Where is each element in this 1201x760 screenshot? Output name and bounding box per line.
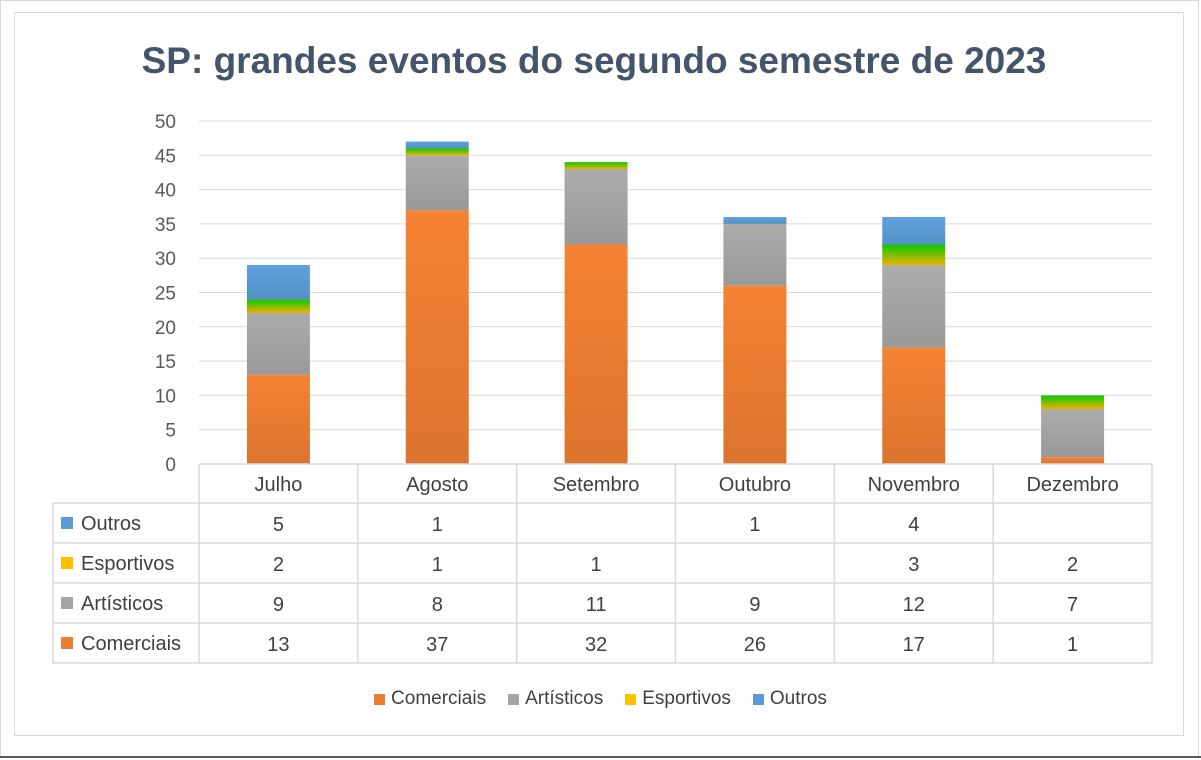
y-tick-label: 25 [155,284,176,305]
chart-area [14,12,1184,736]
data-label: 9 [749,594,760,616]
legend-swatch [625,693,637,705]
y-tick-label: 20 [155,318,176,339]
x-tick-label: Agosto [406,474,468,496]
table-series-label: Artísticos [81,593,163,615]
y-tick-label: 30 [155,249,176,270]
bar-artísticos [882,265,946,348]
data-label: 1 [749,514,760,536]
x-tick-label: Dezembro [1026,474,1118,496]
x-tick-label: Novembro [868,474,960,496]
x-tick-label: Outubro [719,474,791,496]
data-label: 3 [908,554,919,576]
table-legend-swatch [61,557,73,569]
bar-comerciais [882,347,946,464]
chart-title: SP: grandes eventos do segundo semestre … [141,40,1047,81]
bar-comerciais [405,210,469,464]
bar-artísticos [564,169,628,245]
data-label: 13 [267,634,289,656]
data-label: 1 [432,514,443,536]
data-label: 1 [432,554,443,576]
y-tick-label: 45 [155,146,176,167]
data-label: 2 [273,554,284,576]
legend-item: Esportivos [625,688,731,710]
table-legend-swatch [61,517,73,529]
table-series-label: Outros [81,513,141,535]
y-tick-label: 35 [155,215,176,236]
bottom-rule [0,756,1201,758]
bar-outros [723,217,787,224]
data-label: 12 [903,594,925,616]
x-tick-label: Julho [255,474,303,496]
bar-artísticos [723,223,787,286]
legend-swatch [374,693,386,705]
data-label: 26 [744,634,766,656]
bar-esportivos [1041,395,1105,410]
legend-swatch [508,693,520,705]
legend-item: Outros [752,688,827,710]
y-tick-label: 5 [165,421,176,442]
legend-swatch [752,693,764,705]
data-label: 37 [426,634,448,656]
bar-outros [882,217,946,245]
data-label: 4 [908,514,919,536]
legend-label: Artísticos [525,688,604,709]
y-tick-label: 40 [155,181,176,202]
y-tick-label: 15 [155,352,176,373]
data-label: 1 [1067,634,1078,656]
bar-artísticos [405,155,469,211]
table-legend-swatch [61,597,73,609]
legend-item: Comerciais [374,688,486,710]
bar-comerciais [246,374,310,464]
y-tick-label: 50 [155,112,176,133]
data-label: 8 [432,594,443,616]
bar-artísticos [246,313,310,375]
legend: Comerciais Artísticos Esportivos Outros [0,688,1201,710]
y-tick-label: 0 [165,455,176,476]
data-label: 11 [586,594,607,616]
table-series-label: Comerciais [81,633,181,655]
y-tick-label: 10 [155,386,176,407]
table-series-label: Esportivos [81,553,174,575]
data-label: 9 [273,594,284,616]
data-label: 17 [903,634,925,656]
bar-esportivos [882,244,946,266]
bar-outros [246,265,310,300]
bar-esportivos [246,299,310,314]
legend-item: Artísticos [508,688,603,710]
data-label: 7 [1067,594,1078,616]
bar-comerciais [1041,457,1105,464]
data-label: 2 [1067,554,1078,576]
legend-label: Outros [769,688,827,709]
bar-outros [405,141,469,149]
legend-label: Esportivos [642,688,731,709]
bar-comerciais [723,285,787,464]
bar-comerciais [564,244,628,464]
data-label: 1 [591,554,602,576]
bar-esportivos [564,162,628,170]
table-legend-swatch [61,637,73,649]
legend-label: Comerciais [391,688,487,709]
bar-artísticos [1041,409,1105,458]
x-tick-label: Setembro [553,474,640,496]
data-label: 32 [585,634,607,656]
data-label: 5 [273,514,284,536]
bar-esportivos [405,148,469,156]
